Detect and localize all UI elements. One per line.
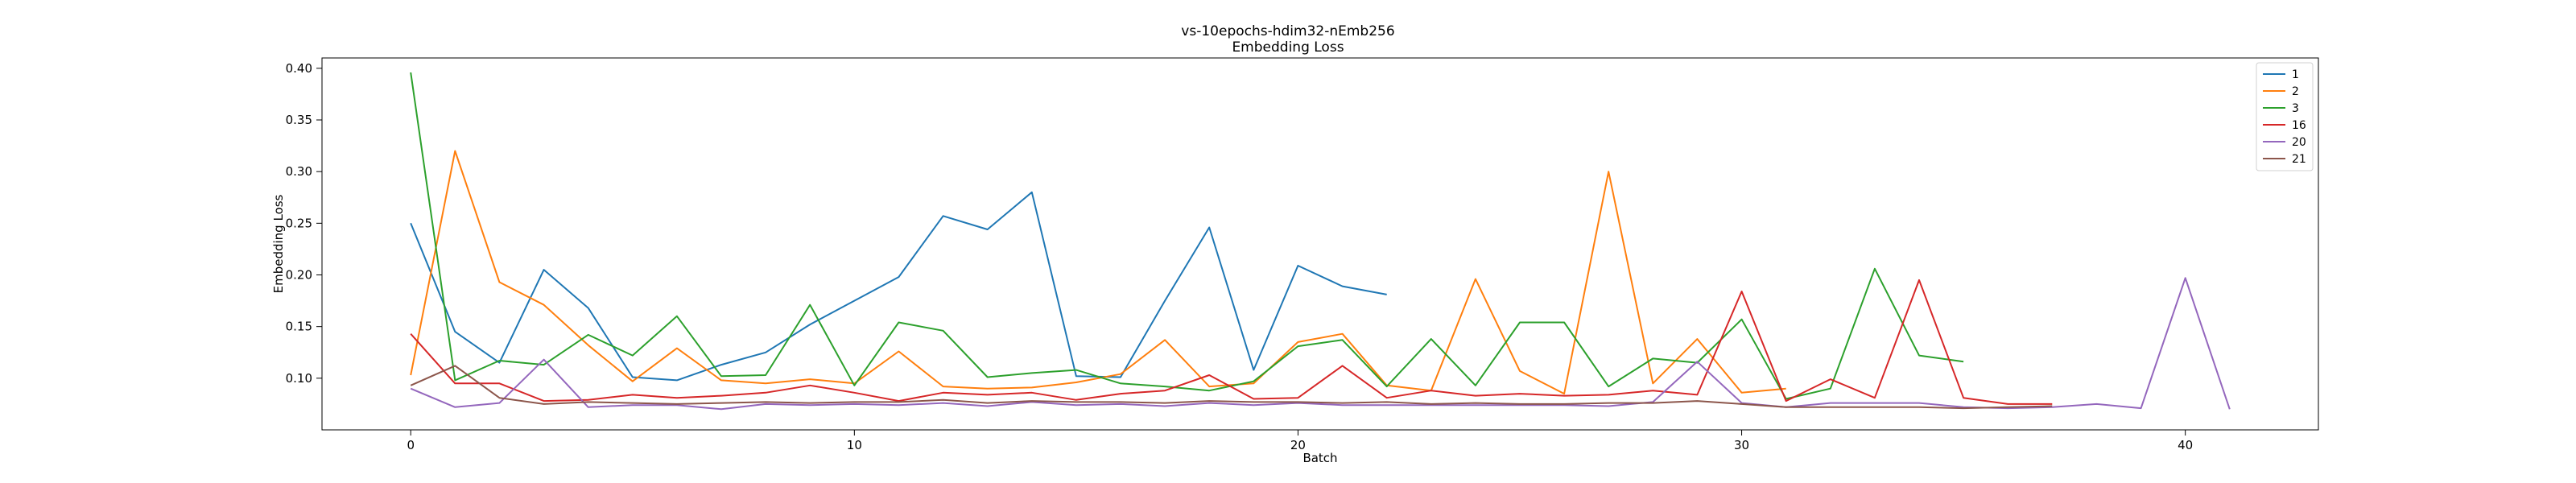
y-tick-label: 0.35 — [286, 113, 312, 127]
series-line-2 — [410, 150, 1786, 395]
y-tick-label: 0.40 — [286, 61, 312, 76]
y-axis-label: Embedding Loss — [271, 194, 286, 293]
x-tick-label: 10 — [847, 438, 862, 452]
legend-label: 3 — [2292, 102, 2299, 115]
y-tick-label: 0.15 — [286, 320, 312, 334]
x-tick-label: 0 — [407, 438, 415, 452]
legend-box — [2256, 62, 2314, 171]
y-axis: 0.10 0.15 0.20 0.25 0.30 0.35 0.40 — [286, 61, 322, 386]
legend: 1 2 3 16 20 21 — [2256, 62, 2314, 171]
y-tick-label: 0.20 — [286, 268, 312, 283]
legend-label: 20 — [2292, 136, 2306, 149]
y-tick-label: 0.10 — [286, 371, 312, 386]
plot-area — [321, 57, 2319, 431]
legend-label: 1 — [2292, 68, 2299, 81]
series-line-21 — [410, 365, 2053, 410]
series-line-1 — [410, 191, 1387, 382]
y-tick-label: 0.30 — [286, 164, 312, 179]
series-group — [410, 72, 2231, 411]
chart-title: vs-10epochs-hdim32-nEmb256 — [1181, 23, 1394, 39]
legend-label: 21 — [2292, 153, 2306, 166]
x-axis: 0 10 20 30 40 — [407, 430, 2193, 452]
x-tick-label: 40 — [2178, 438, 2193, 452]
legend-label: 16 — [2292, 119, 2306, 132]
x-tick-label: 30 — [1734, 438, 1749, 452]
y-tick-label: 0.25 — [286, 216, 312, 230]
series-line-20 — [410, 277, 2231, 411]
x-tick-label: 20 — [1290, 438, 1306, 452]
series-line-16 — [410, 279, 2053, 405]
series-line-3 — [410, 72, 1964, 400]
legend-label: 2 — [2292, 85, 2299, 98]
chart-subtitle: Embedding Loss — [1232, 39, 1344, 56]
x-axis-label: Batch — [1302, 451, 1337, 465]
